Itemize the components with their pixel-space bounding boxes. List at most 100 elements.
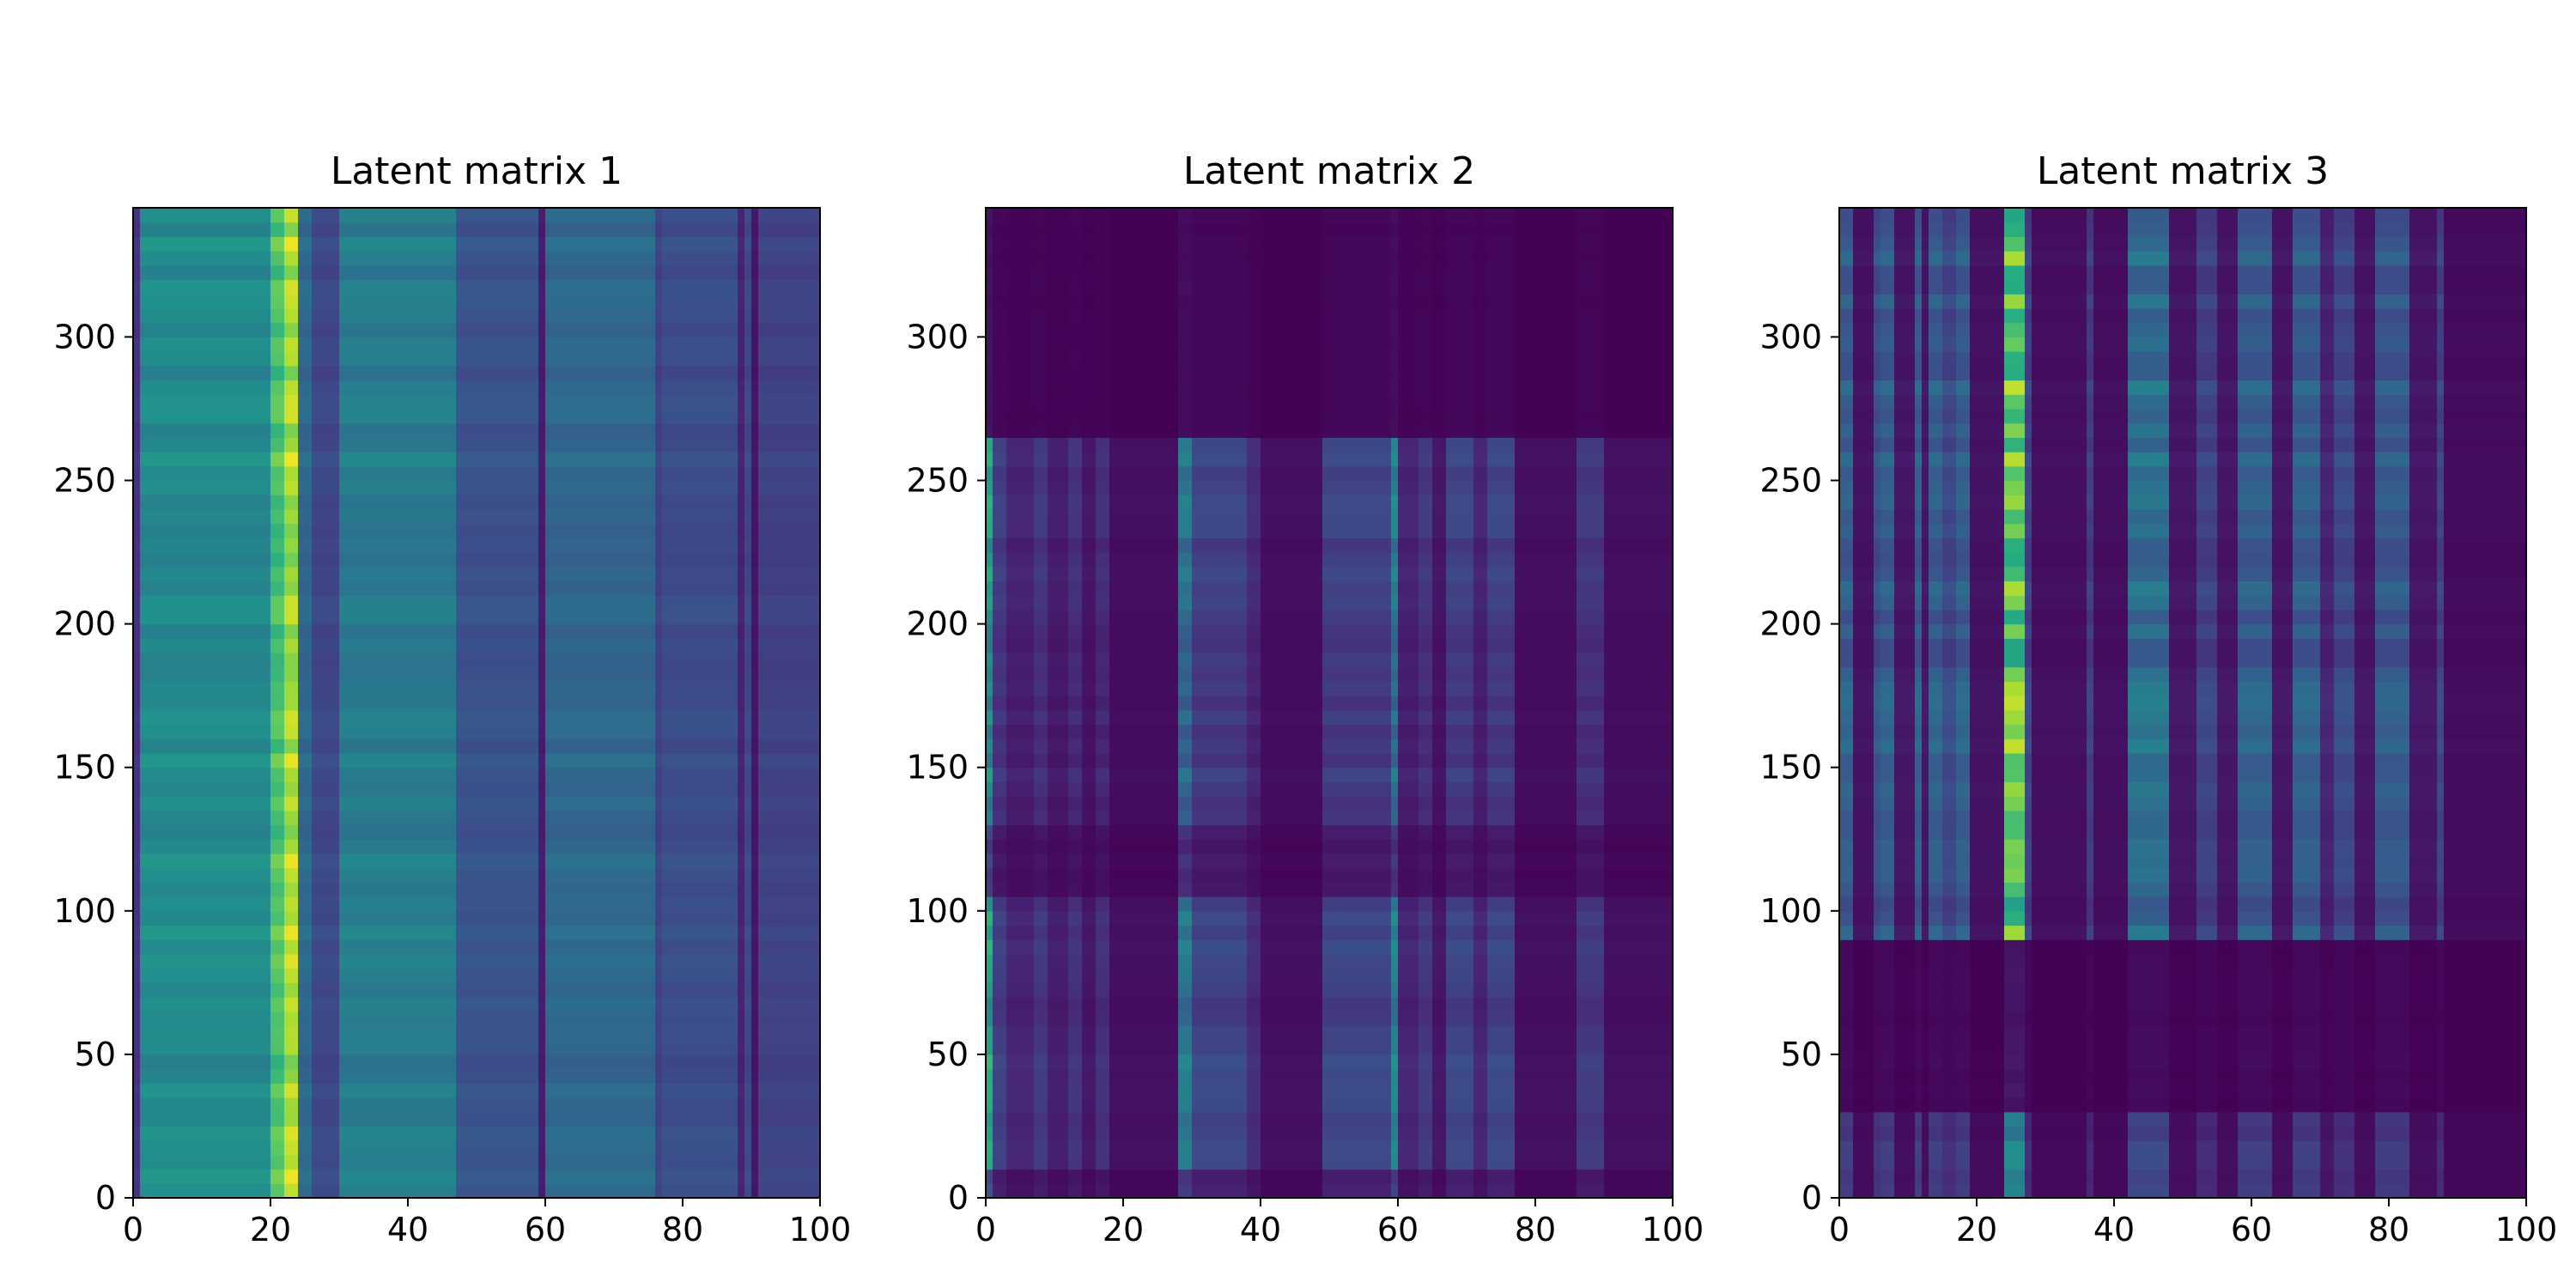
panel-2-cell: [1048, 322, 1069, 337]
panel-2-cell: [1487, 623, 1516, 639]
panel-3-cell: [1956, 422, 1971, 438]
panel-1-cell: [270, 696, 285, 711]
panel-3-cell: [2334, 666, 2355, 683]
panel-2-cell: [1432, 1169, 1447, 1184]
panel-3-cell: [1915, 910, 1923, 927]
panel-3-cell: [1956, 552, 1971, 568]
panel-2-cell: [1487, 738, 1516, 754]
panel-2-cell: [1398, 437, 1419, 453]
panel-3-cell: [2375, 1097, 2410, 1113]
panel-2-cell: [1391, 1183, 1399, 1199]
panel-2-cell: [1006, 1054, 1035, 1070]
panel-3-cell: [2375, 867, 2410, 883]
panel-1-cell: [140, 609, 271, 625]
panel-2-cell: [1446, 1097, 1474, 1113]
panel-3-cell: [2320, 437, 2335, 453]
panel-3-cell: [1874, 294, 1881, 309]
panel-3-cell: [2032, 896, 2087, 912]
panel-2-cell: [1322, 1097, 1392, 1113]
panel-3-cell: [2004, 480, 2026, 495]
panel-2-cell: [1178, 322, 1193, 337]
panel-3-cell: [2025, 1097, 2032, 1113]
panel-2-cell: [993, 566, 1007, 582]
panel-2-cell: [1604, 595, 1674, 611]
panel-3-cell: [2238, 365, 2273, 381]
panel-1-cell: [655, 623, 663, 639]
panel-2-cell: [1432, 752, 1447, 769]
panel-2-cell: [1432, 365, 1447, 381]
panel-1-cell: [133, 968, 141, 983]
panel-2-cell: [1391, 896, 1399, 912]
panel-3-cell: [2437, 322, 2445, 337]
panel-3-cell: [1894, 696, 1916, 711]
panel-2-cell: [1604, 1154, 1674, 1170]
panel-2-cell: [1419, 465, 1433, 482]
panel-3-cell: [1853, 882, 1874, 897]
panel-1-cell: [758, 925, 821, 940]
panel-1-cell: [751, 752, 759, 769]
panel-2-cell: [1398, 1126, 1419, 1141]
panel-2-cell: [1432, 666, 1447, 683]
panel-3-cell: [1956, 279, 1971, 295]
panel-2-cell: [1446, 681, 1474, 696]
panel-3-cell: [1874, 653, 1881, 668]
panel-3-cell: [1915, 1040, 1923, 1055]
panel-1-cell: [456, 1169, 539, 1184]
panel-3-cell: [1956, 781, 1971, 797]
panel-3-cell: [2025, 236, 2032, 252]
panel-3-cell: [2025, 1040, 2032, 1055]
panel-3-cell: [2196, 1111, 2218, 1127]
panel-2-cell: [1604, 767, 1674, 783]
panel-1-cell: [545, 982, 656, 998]
panel-1-cell: [312, 824, 340, 840]
panel-3-cell: [2087, 236, 2094, 252]
panel-1-cell: [312, 495, 340, 510]
panel-3-cell: [2032, 566, 2087, 582]
panel-3-heatmap-image: [1839, 208, 2527, 1199]
panel-1-cell: [655, 394, 663, 410]
panel-2-cell: [1487, 251, 1516, 266]
panel-3-cell: [2128, 279, 2170, 295]
panel-1-cell: [751, 953, 759, 969]
panel-3-cell: [2128, 566, 2170, 582]
panel-2-cell: [1006, 1040, 1035, 1055]
panel-1-cell: [284, 982, 299, 998]
panel-3-cell: [1894, 953, 1916, 969]
panel-3-cell: [1929, 609, 1943, 625]
panel-2-cell: [1322, 264, 1392, 281]
panel-2-cell: [1082, 236, 1097, 252]
panel-3-cell: [2293, 380, 2321, 395]
panel-1-cell: [339, 653, 457, 668]
panel-3-cell: [1915, 609, 1923, 625]
panel-1-cell: [538, 1126, 546, 1141]
panel-3-cell: [1929, 294, 1943, 309]
panel-2-cell: [1109, 437, 1179, 453]
panel-3-cell: [2093, 437, 2129, 453]
panel-2-cell: [1577, 408, 1605, 424]
panel-3-cell: [2334, 910, 2355, 927]
panel-2-cell: [1604, 508, 1674, 525]
panel-3-cell: [1956, 380, 1971, 395]
panel-3-cell: [2093, 380, 2129, 395]
panel-2-cell: [1006, 495, 1035, 510]
panel-3-cell: [2004, 452, 2026, 467]
panel-3-cell: [2409, 1169, 2438, 1184]
panel-3-cell: [2444, 609, 2527, 625]
panel-2-cell: [1487, 351, 1516, 367]
panel-3-cell: [1956, 1111, 1971, 1127]
panel-3-cell: [2409, 810, 2438, 826]
panel-2-cell: [1473, 839, 1488, 854]
panel-3-cell: [2032, 1154, 2087, 1170]
panel-3-cell: [2004, 1169, 2026, 1184]
panel-3-cell: [1894, 724, 1916, 739]
panel-3-cell: [2238, 767, 2273, 783]
panel-1-cell: [312, 294, 340, 309]
panel-2-cell: [1048, 709, 1069, 726]
panel-2-cell: [1247, 982, 1261, 998]
panel-3-cell: [2437, 294, 2445, 309]
panel-2-cell: [1398, 294, 1419, 309]
panel-1-cell: [456, 1154, 539, 1170]
panel-2-cell: [1487, 1126, 1516, 1141]
panel-1-cell: [312, 465, 340, 482]
panel-2-cell: [1006, 896, 1035, 912]
